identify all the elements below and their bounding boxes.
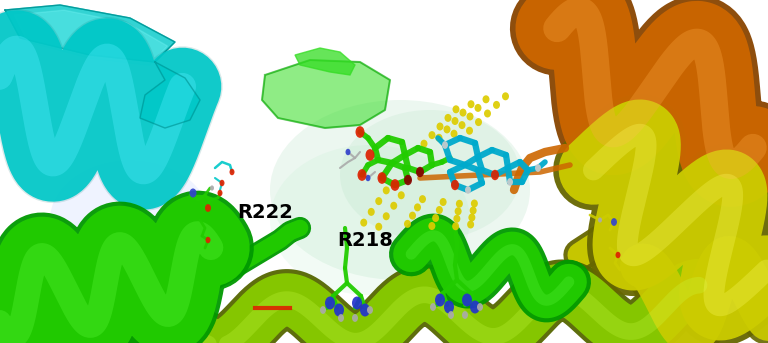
Polygon shape (262, 60, 390, 128)
Ellipse shape (598, 217, 602, 223)
Ellipse shape (367, 306, 373, 314)
Ellipse shape (444, 300, 454, 314)
Ellipse shape (419, 195, 426, 203)
Ellipse shape (452, 222, 459, 230)
Ellipse shape (376, 223, 382, 231)
Ellipse shape (270, 100, 530, 280)
Ellipse shape (455, 207, 462, 215)
Ellipse shape (475, 118, 482, 126)
Ellipse shape (220, 180, 224, 186)
Ellipse shape (468, 213, 475, 222)
Ellipse shape (230, 169, 234, 175)
Ellipse shape (611, 218, 617, 226)
Ellipse shape (55, 210, 185, 300)
Ellipse shape (404, 175, 412, 185)
Ellipse shape (270, 145, 470, 295)
Ellipse shape (470, 300, 480, 314)
Ellipse shape (477, 303, 483, 311)
Ellipse shape (346, 149, 350, 155)
Ellipse shape (378, 172, 386, 184)
Ellipse shape (210, 186, 214, 191)
Ellipse shape (439, 198, 447, 206)
Ellipse shape (398, 191, 405, 199)
Ellipse shape (357, 169, 366, 181)
Ellipse shape (334, 304, 344, 317)
Ellipse shape (376, 197, 382, 205)
Ellipse shape (443, 126, 451, 133)
Ellipse shape (442, 141, 448, 149)
Polygon shape (295, 48, 355, 75)
Ellipse shape (190, 188, 197, 198)
Ellipse shape (432, 214, 439, 222)
Ellipse shape (453, 215, 460, 223)
Ellipse shape (451, 130, 458, 138)
Ellipse shape (452, 105, 459, 113)
Ellipse shape (382, 212, 389, 220)
Ellipse shape (507, 178, 513, 186)
Ellipse shape (390, 179, 399, 191)
Ellipse shape (615, 252, 621, 258)
Ellipse shape (340, 110, 520, 240)
Polygon shape (5, 5, 175, 62)
Ellipse shape (482, 95, 489, 103)
Polygon shape (140, 62, 200, 128)
Ellipse shape (535, 164, 541, 172)
Ellipse shape (459, 109, 466, 117)
Ellipse shape (435, 294, 445, 307)
Ellipse shape (475, 104, 482, 112)
Ellipse shape (416, 167, 424, 177)
Text: R218: R218 (337, 230, 392, 250)
Ellipse shape (471, 200, 478, 208)
Ellipse shape (466, 113, 474, 120)
Ellipse shape (462, 311, 468, 319)
Ellipse shape (409, 212, 416, 220)
Ellipse shape (360, 304, 370, 317)
Ellipse shape (325, 296, 335, 309)
Ellipse shape (451, 180, 459, 190)
Ellipse shape (414, 203, 421, 211)
Ellipse shape (430, 303, 436, 311)
Ellipse shape (217, 190, 223, 196)
Ellipse shape (50, 160, 210, 280)
Ellipse shape (465, 186, 471, 194)
Ellipse shape (502, 92, 509, 100)
Ellipse shape (421, 140, 428, 148)
Ellipse shape (436, 122, 443, 130)
Ellipse shape (356, 126, 365, 138)
Ellipse shape (338, 314, 344, 322)
Ellipse shape (493, 101, 500, 109)
Ellipse shape (429, 222, 435, 230)
Ellipse shape (206, 237, 210, 243)
Ellipse shape (491, 170, 499, 180)
Ellipse shape (462, 294, 472, 307)
Text: R222: R222 (237, 203, 293, 222)
Ellipse shape (469, 206, 477, 214)
Ellipse shape (456, 200, 463, 208)
Ellipse shape (404, 220, 411, 228)
Ellipse shape (360, 218, 367, 227)
Ellipse shape (368, 208, 375, 216)
Ellipse shape (436, 206, 443, 214)
Polygon shape (15, 10, 167, 66)
Ellipse shape (445, 114, 452, 122)
Ellipse shape (382, 186, 389, 194)
Ellipse shape (435, 134, 442, 142)
Ellipse shape (352, 314, 358, 322)
Ellipse shape (390, 202, 397, 210)
Ellipse shape (366, 175, 370, 181)
Ellipse shape (366, 149, 375, 161)
Ellipse shape (484, 109, 491, 118)
Ellipse shape (452, 117, 458, 125)
Ellipse shape (205, 204, 211, 212)
Ellipse shape (320, 306, 326, 314)
Ellipse shape (467, 221, 474, 228)
Ellipse shape (429, 131, 435, 139)
Ellipse shape (468, 100, 475, 108)
Ellipse shape (352, 296, 362, 309)
Ellipse shape (448, 311, 454, 319)
Ellipse shape (458, 121, 465, 129)
Ellipse shape (466, 127, 473, 135)
